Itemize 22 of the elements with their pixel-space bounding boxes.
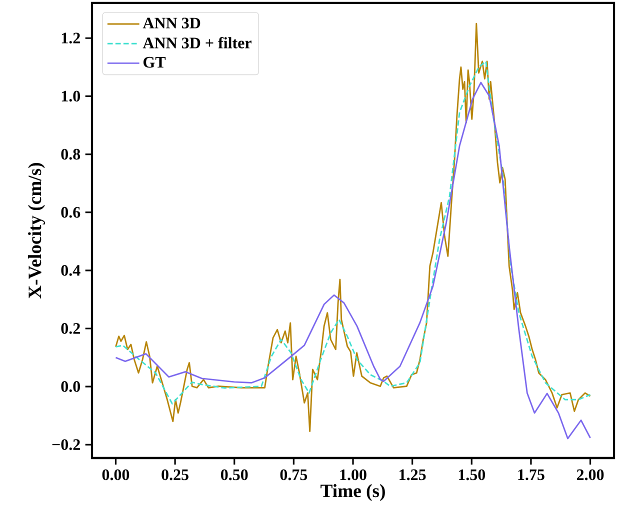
y-tick-label: 0.8 <box>61 148 80 160</box>
y-tick-label: 0.4 <box>61 264 80 276</box>
x-tick-label: 0.00 <box>102 469 130 480</box>
x-tick-label: 2.00 <box>576 469 604 480</box>
legend-label: GT <box>143 56 166 68</box>
x-tick-label: 1.25 <box>400 469 426 480</box>
x-tick-label: 0.25 <box>162 469 188 480</box>
x-tick-label: 1.50 <box>458 469 486 480</box>
y-tick-label: 1.2 <box>62 32 80 44</box>
x-axis-title: Time (s) <box>320 484 385 501</box>
y-axis-title: X-Velocity (cm/s) <box>28 162 46 298</box>
y-tick-label: −0.2 <box>52 439 80 450</box>
y-tick-label: 1.0 <box>62 90 80 102</box>
x-tick-label: 0.75 <box>280 469 308 480</box>
legend-label: ANN 3D + filter <box>142 36 252 48</box>
y-tick-label: 0.0 <box>61 381 80 392</box>
x-tick-label: 1.00 <box>340 469 366 480</box>
y-tick-label: 0.6 <box>61 206 80 218</box>
y-tick-label: 0.2 <box>61 323 80 334</box>
x-tick-label: 1.75 <box>518 469 544 480</box>
legend-label: ANN 3D <box>142 18 200 28</box>
x-tick-label: 0.50 <box>220 469 248 480</box>
